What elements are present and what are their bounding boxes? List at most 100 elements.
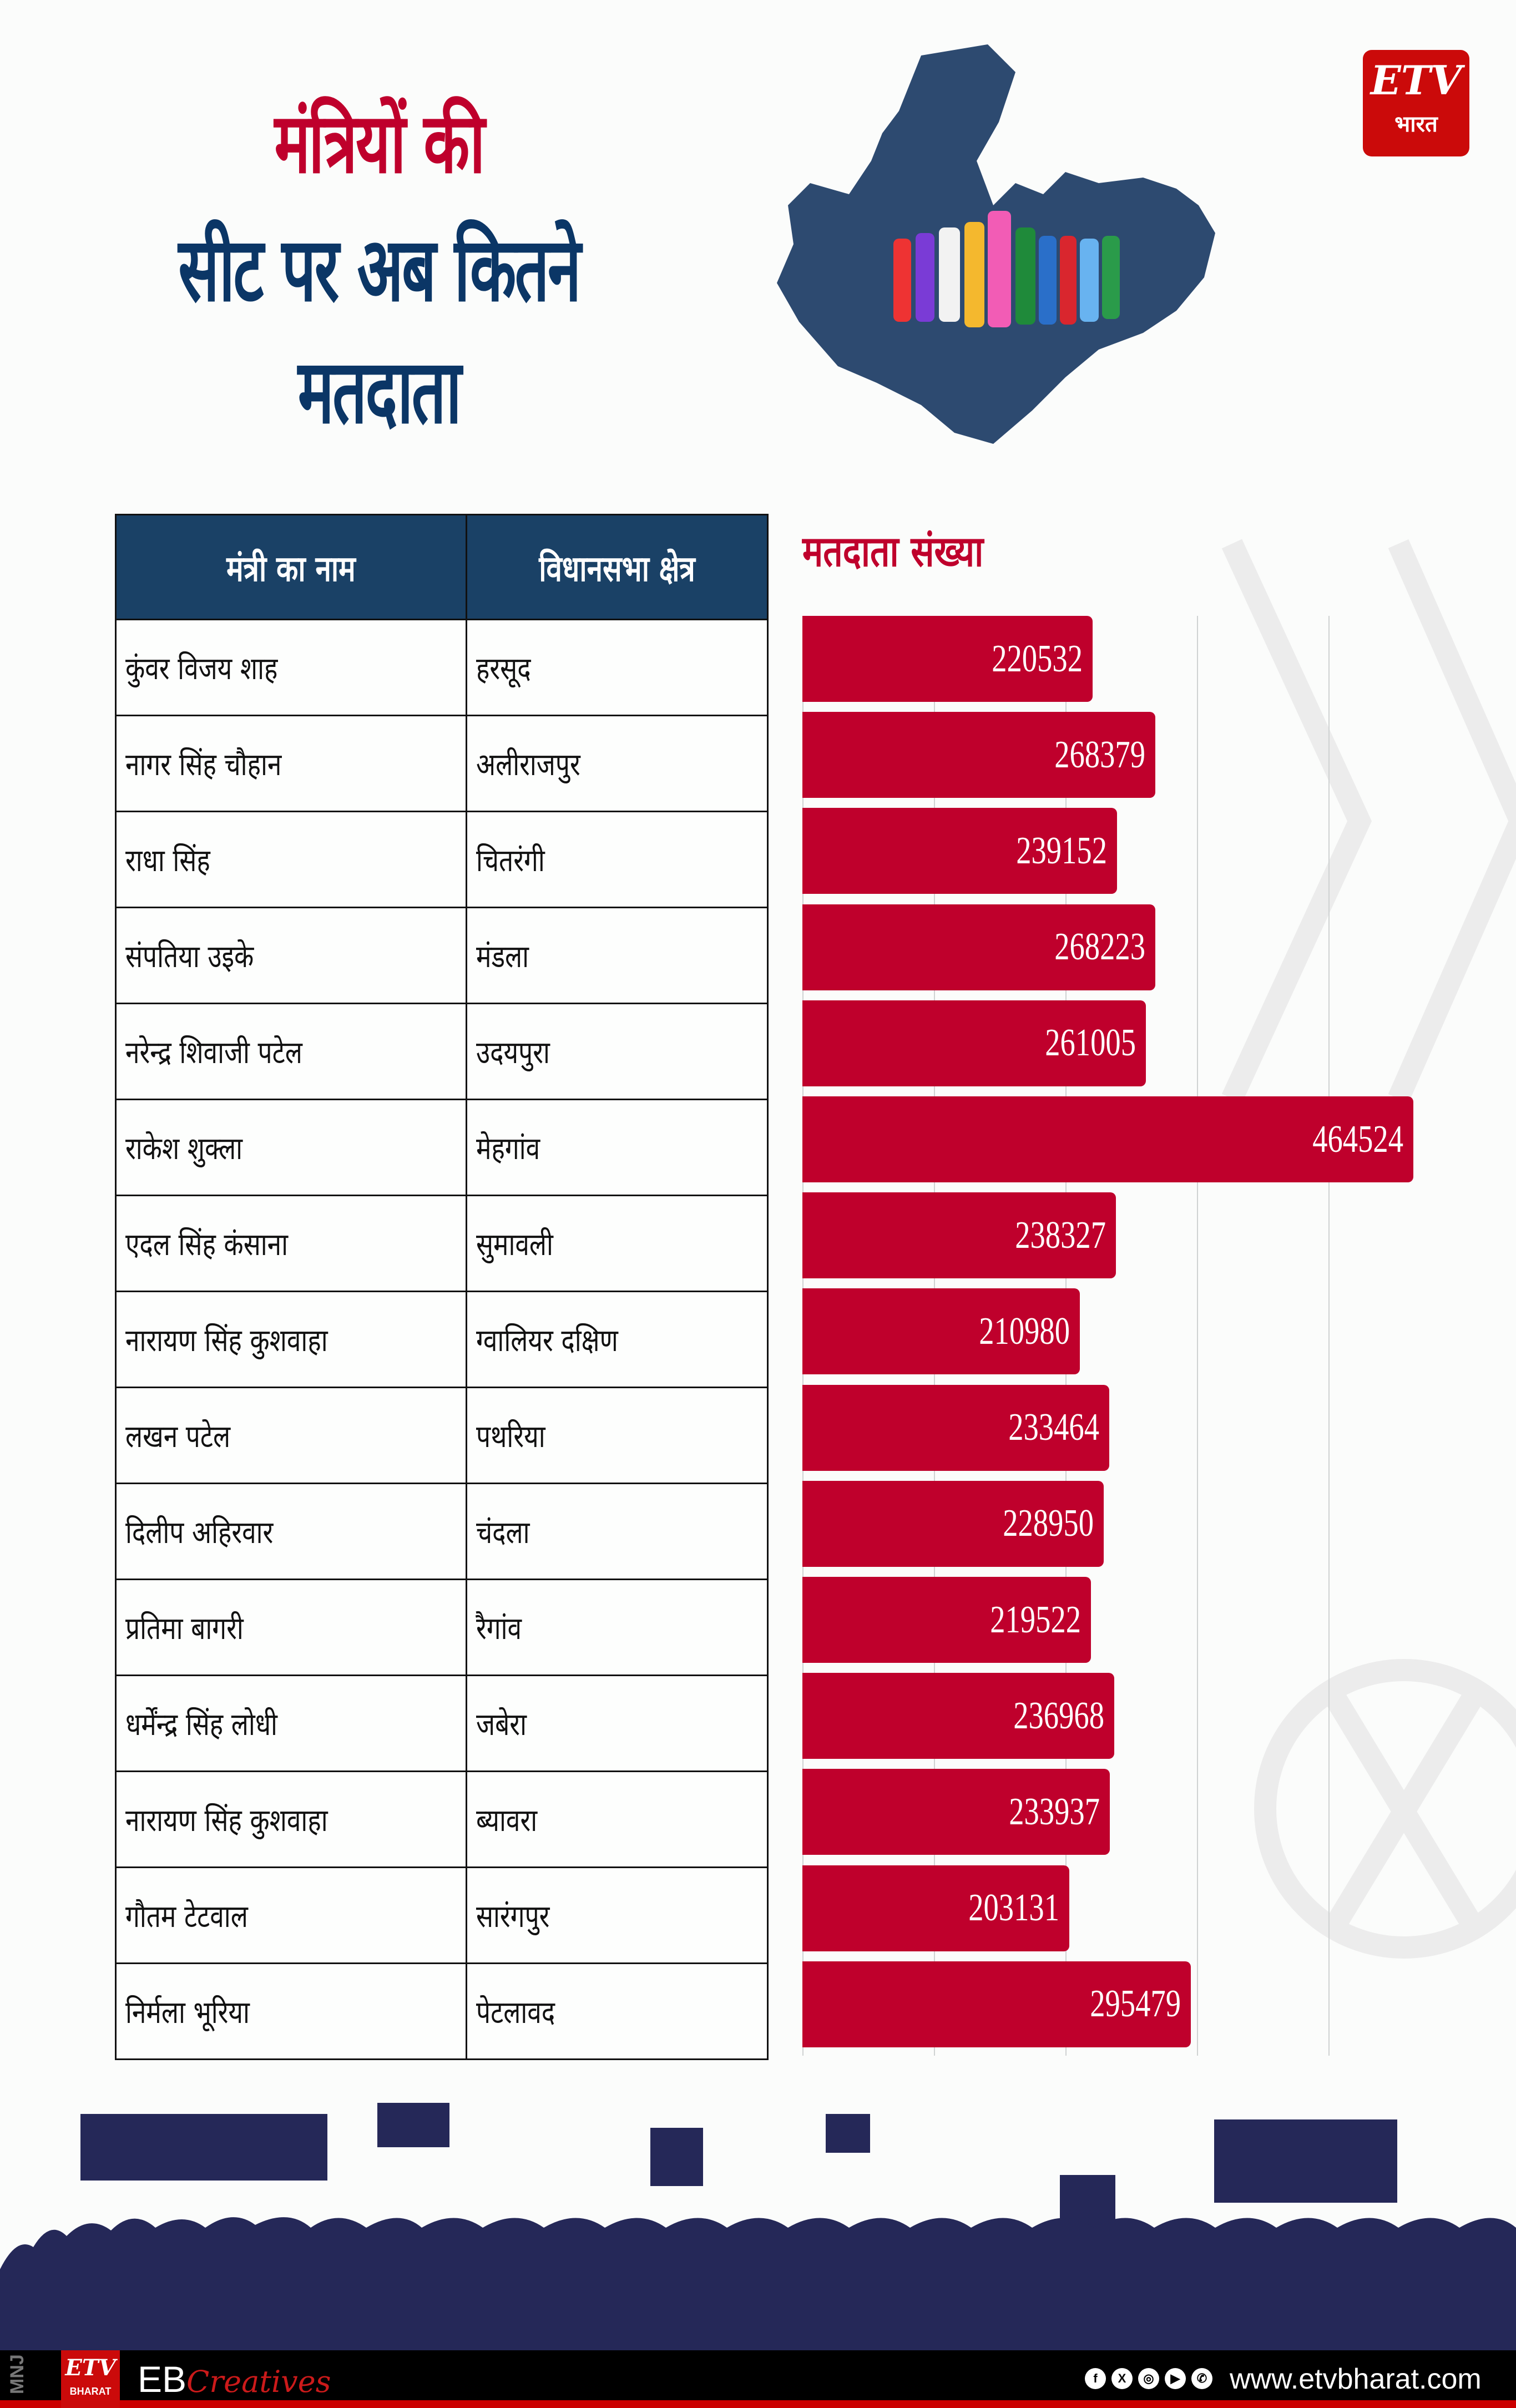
table-row: नागर सिंह चौहान अलीराजपुर (115, 715, 769, 812)
bar-value-label: 219522 (990, 1598, 1082, 1641)
minister-cell: निर्मला भूरिया (115, 1962, 467, 2060)
minister-cell: लखन पटेल (115, 1387, 467, 1484)
whatsapp-icon[interactable]: ✆ (1191, 2368, 1212, 2389)
protest-crowd-silhouette-icon (0, 2103, 1516, 2353)
bar: 203131 (802, 1865, 1070, 1951)
bar-value-label: 233464 (1008, 1406, 1100, 1449)
instagram-icon[interactable]: ◎ (1138, 2368, 1159, 2389)
headline-line-2: सीट पर अब कितने (178, 217, 581, 321)
constituency-cell: ग्वालियर दक्षिण (466, 1291, 769, 1388)
bar-value-label: 268223 (1054, 925, 1145, 969)
table-row: निर्मला भूरिया पेटलावद (115, 1962, 769, 2060)
bar-value-label: 239152 (1015, 829, 1107, 872)
gridline (1328, 616, 1330, 2056)
table-row: नरेन्द्र शिवाजी पटेल उदयपुरा (115, 1003, 769, 1100)
bar-value-label: 236968 (1013, 1694, 1104, 1737)
minister-cell: नारायण सिंह कुशवाहा (115, 1770, 467, 1868)
table-row: संपतिया उइके मंडला (115, 907, 769, 1004)
website-link[interactable]: www.etvbharat.com (1230, 2363, 1482, 2395)
minister-cell: एदल सिंह कंसाना (115, 1195, 467, 1292)
constituency-cell: सुमावली (466, 1195, 769, 1292)
minister-cell: नारायण सिंह कुशवाहा (115, 1291, 467, 1388)
footer-red-strip (0, 2400, 1516, 2408)
constituency-cell: पेटलावद (466, 1962, 769, 2060)
bar: 233464 (802, 1384, 1110, 1471)
voters-illustration-icon (893, 211, 1120, 327)
bar-value-label: 228950 (1002, 1502, 1094, 1545)
ballot-cross-watermark-icon (1221, 539, 1516, 1959)
bar: 219522 (802, 1577, 1091, 1663)
eb-creatives-credit: EBCreatives (138, 2359, 331, 2400)
headline-line-3: मतदाता (297, 340, 462, 443)
minister-cell: कुंवर विजय शाह (115, 619, 467, 716)
table-row: प्रतिमा बागरी रैगांव (115, 1579, 769, 1676)
header-minister-name: मंत्री का नाम (115, 514, 467, 620)
social-icons: f X ◎ ▶ ✆ (1085, 2368, 1212, 2389)
table-row: एदल सिंह कंसाना सुमावली (115, 1195, 769, 1292)
table-row: गौतम टेटवाल सारंगपुर (115, 1866, 769, 1964)
constituency-cell: चितरंगी (466, 811, 769, 908)
headline-line-1: मंत्रियों की (274, 95, 486, 192)
ministers-table: मंत्री का नाम विधानसभा क्षेत्र कुंवर विज… (115, 514, 769, 2060)
bar-value-label: 233937 (1009, 1790, 1100, 1833)
constituency-cell: हरसूद (466, 619, 769, 716)
youtube-icon[interactable]: ▶ (1165, 2368, 1186, 2389)
bar-value-label: 295479 (1090, 1982, 1181, 2026)
bar: 220532 (802, 616, 1093, 702)
bar-value-label: 203131 (968, 1886, 1060, 1930)
minister-cell: संपतिया उइके (115, 907, 467, 1004)
minister-cell: राकेश शुक्ला (115, 1099, 467, 1196)
bar-value-label: 210980 (979, 1309, 1070, 1353)
bar: 261005 (802, 1000, 1146, 1086)
bar: 464524 (802, 1096, 1413, 1182)
constituency-cell: जबेरा (466, 1675, 769, 1772)
x-icon[interactable]: X (1111, 2368, 1133, 2389)
table-row: राधा सिंह चितरंगी (115, 811, 769, 908)
table-row: नारायण सिंह कुशवाहा ग्वालियर दक्षिण (115, 1291, 769, 1388)
minister-cell: नरेन्द्र शिवाजी पटेल (115, 1003, 467, 1100)
etv-bharat-logo: ETV भारत (1363, 50, 1469, 156)
gridline (1197, 616, 1198, 2056)
minister-cell: दिलीप अहिरवार (115, 1483, 467, 1580)
constituency-cell: सारंगपुर (466, 1866, 769, 1964)
chart-title: मतदाता संख्या (802, 527, 984, 576)
constituency-cell: मंडला (466, 907, 769, 1004)
constituency-cell: अलीराजपुर (466, 715, 769, 812)
bar: 295479 (802, 1961, 1191, 2047)
facebook-icon[interactable]: f (1085, 2368, 1106, 2389)
table-row: लखन पटेल पथरिया (115, 1387, 769, 1484)
bar-value-label: 238327 (1015, 1213, 1106, 1257)
madhya-pradesh-map-illustration (777, 44, 1215, 444)
constituency-cell: रैगांव (466, 1579, 769, 1676)
footer-bar (0, 2350, 1516, 2400)
constituency-cell: मेहगांव (466, 1099, 769, 1196)
constituency-cell: उदयपुरा (466, 1003, 769, 1100)
table-row: दिलीप अहिरवार चंदला (115, 1483, 769, 1580)
table-row: राकेश शुक्ला मेहगांव (115, 1099, 769, 1196)
minister-cell: प्रतिमा बागरी (115, 1579, 467, 1676)
bar: 238327 (802, 1192, 1116, 1279)
table-header-row: मंत्री का नाम विधानसभा क्षेत्र (115, 514, 769, 620)
table-row: धर्मेंन्द्र सिंह लोधी जबेरा (115, 1675, 769, 1772)
bar-value-label: 220532 (991, 637, 1083, 680)
bar: 228950 (802, 1480, 1104, 1567)
minister-cell: नागर सिंह चौहान (115, 715, 467, 812)
bar: 236968 (802, 1673, 1114, 1759)
minister-cell: गौतम टेटवाल (115, 1866, 467, 1964)
bar: 268223 (802, 904, 1155, 990)
minister-cell: धर्मेंन्द्र सिंह लोधी (115, 1675, 467, 1772)
bar-value-label: 268379 (1054, 733, 1146, 776)
table-row: कुंवर विजय शाह हरसूद (115, 619, 769, 716)
constituency-cell: ब्यावरा (466, 1770, 769, 1868)
footer-etv-bharat-logo: ETV BHARAT (61, 2350, 120, 2408)
voter-count-bar-chart: 220532 268379 239152 268223 261005 464524 2383… (802, 616, 1468, 2056)
bar: 233937 (802, 1769, 1110, 1855)
bar: 239152 (802, 808, 1117, 894)
table-row: नारायण सिंह कुशवाहा ब्यावरा (115, 1770, 769, 1868)
bar: 210980 (802, 1288, 1080, 1375)
constituency-cell: चंदला (466, 1483, 769, 1580)
bar: 268379 (802, 712, 1156, 798)
header-constituency: विधानसभा क्षेत्र (466, 514, 769, 620)
minister-cell: राधा सिंह (115, 811, 467, 908)
bar-value-label: 261005 (1044, 1021, 1136, 1065)
